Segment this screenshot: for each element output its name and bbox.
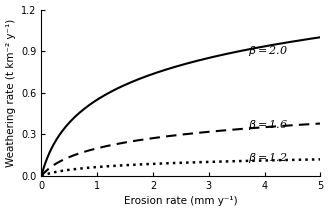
Text: $\beta = $2.0: $\beta = $2.0	[248, 44, 288, 58]
Text: $\beta = $1.6: $\beta = $1.6	[248, 118, 288, 132]
X-axis label: Erosion rate (mm y⁻¹): Erosion rate (mm y⁻¹)	[124, 197, 238, 206]
Y-axis label: Weathering rate (t km⁻² y⁻¹): Weathering rate (t km⁻² y⁻¹)	[6, 19, 15, 167]
Text: $\beta = $1.2: $\beta = $1.2	[248, 151, 287, 165]
